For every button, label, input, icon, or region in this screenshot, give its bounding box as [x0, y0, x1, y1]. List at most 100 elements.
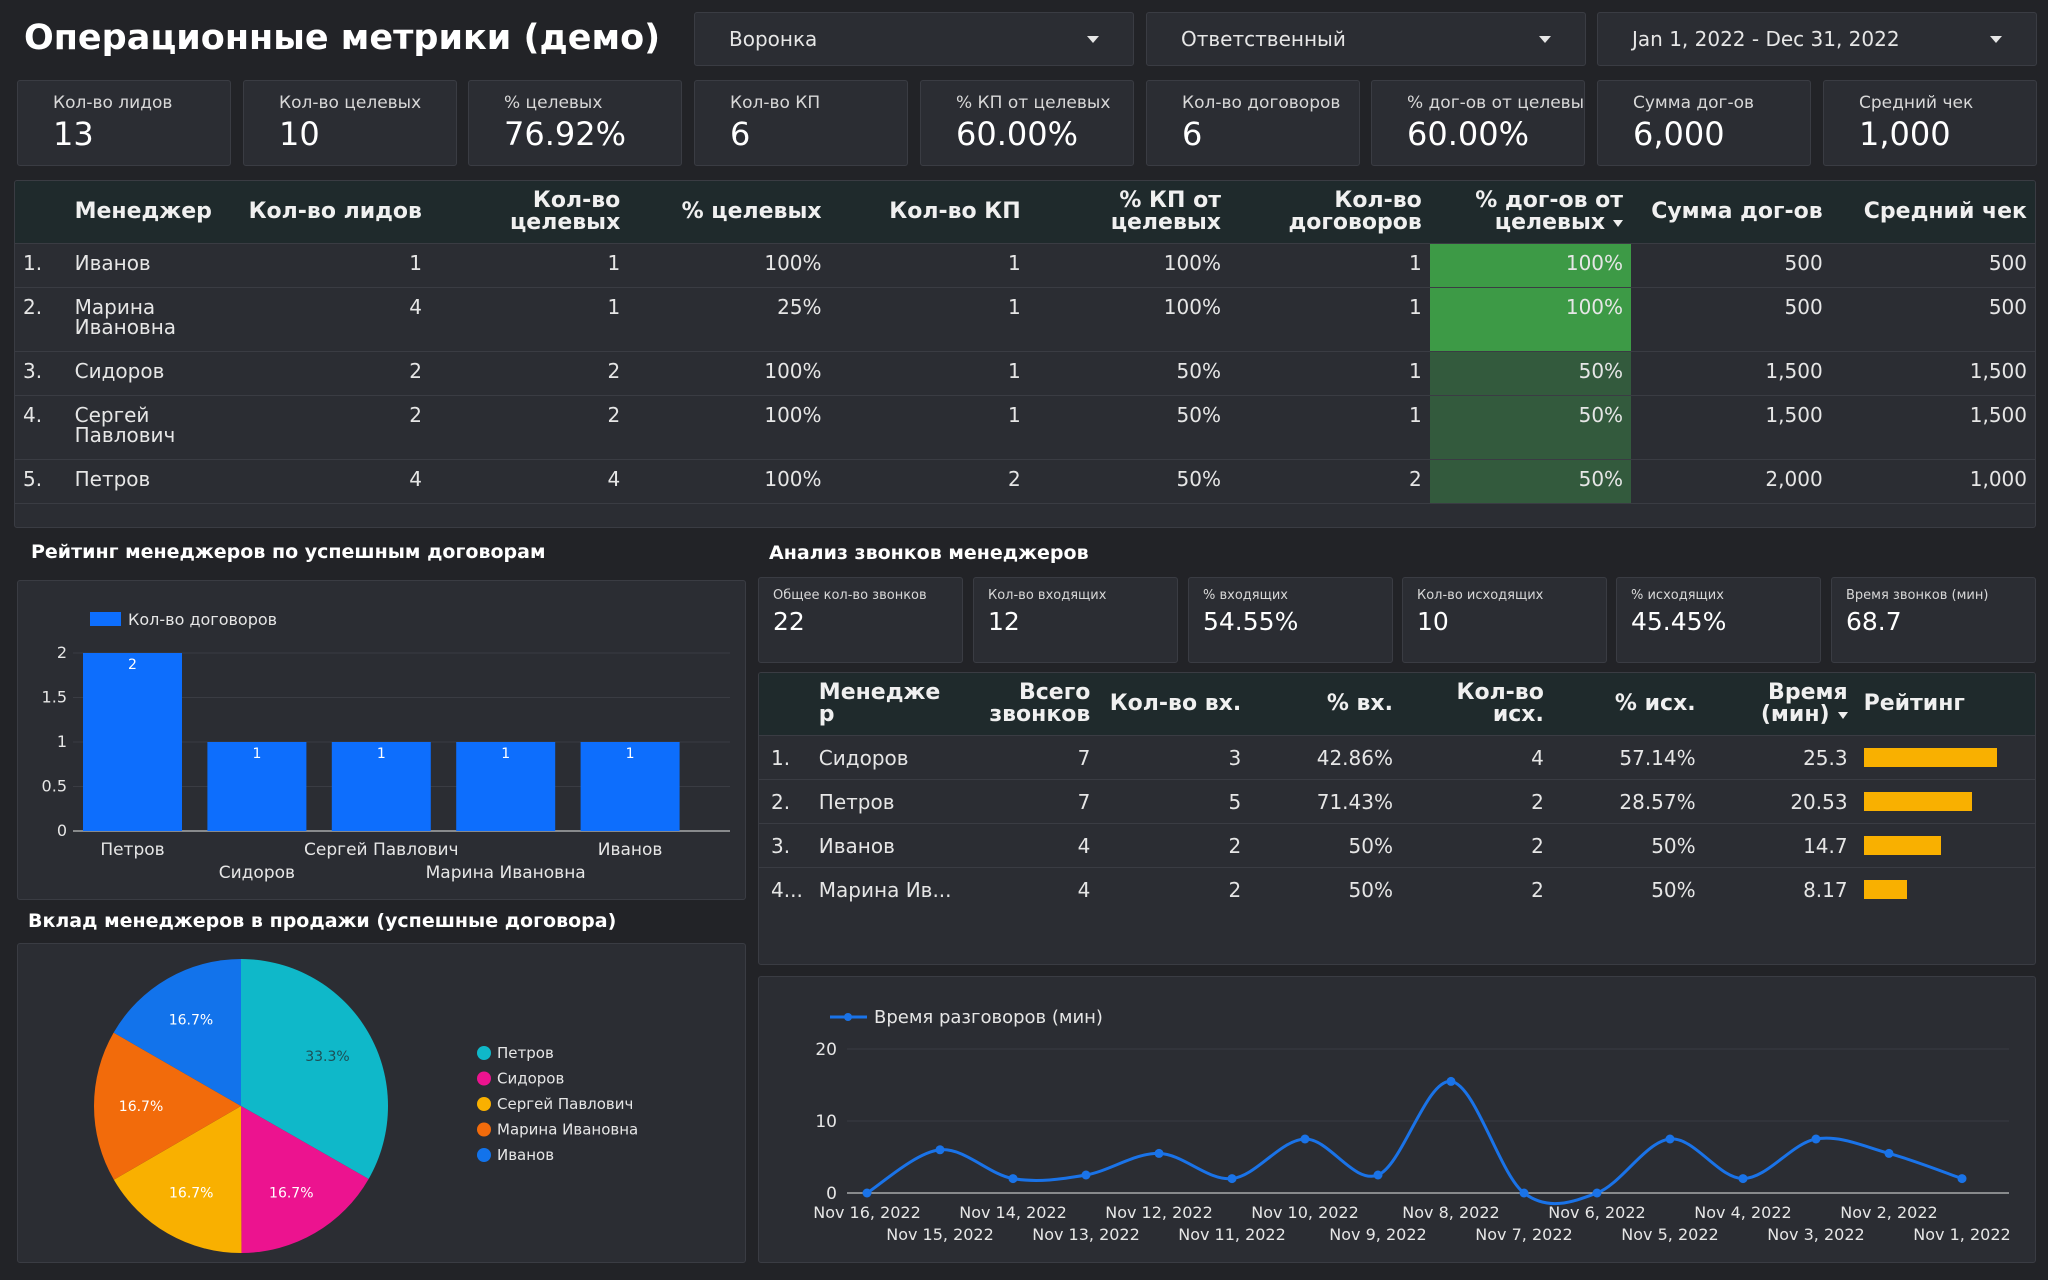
bar-data-label: 2	[128, 657, 137, 673]
pie-slice[interactable]	[113, 1106, 242, 1253]
data-point[interactable]	[1665, 1134, 1675, 1144]
rating-bar	[1863, 748, 1997, 767]
row-index: 1.	[759, 735, 811, 780]
calls-table-row[interactable]: 2. Петров 7 5 71.43% 2 28.57% 20.53	[759, 779, 2035, 824]
data-point[interactable]	[1081, 1170, 1091, 1180]
data-point[interactable]	[1738, 1174, 1748, 1184]
funnel-dropdown[interactable]: Воронка	[694, 12, 1134, 66]
calls-table-row[interactable]: 3. Иванов 4 2 50% 2 50% 14.7	[759, 823, 2035, 868]
call-kpi-value: 12	[988, 607, 1020, 636]
cell-out: 4	[1400, 735, 1552, 780]
cell-avg: 1,500	[1830, 351, 2035, 396]
manager-name: Иванов	[66, 243, 233, 288]
calls-table-row[interactable]: 4... Марина Ив... 4 2 50% 2 50% 8.17	[759, 867, 2035, 911]
cell-target-pct: 100%	[628, 459, 830, 504]
x-tick-label: Nov 4, 2022	[1694, 1203, 1791, 1222]
pie-slice[interactable]	[241, 959, 388, 1179]
cell-contracts-pct: 50%	[1429, 395, 1632, 460]
col-header-manager[interactable]: Менеджер	[74, 199, 212, 224]
row-index: 3.	[15, 351, 67, 396]
data-point[interactable]	[1300, 1134, 1310, 1144]
kpi-label: Кол-во целевых	[279, 93, 422, 113]
data-point[interactable]	[1519, 1188, 1529, 1198]
kpi-label: % дог-ов от целевых	[1407, 93, 1585, 113]
x-tick-label: Nov 1, 2022	[1913, 1225, 2010, 1244]
calls-col-total[interactable]: Всего звонков	[989, 680, 1091, 727]
kpi-value: 6,000	[1633, 115, 1725, 153]
responsible-dropdown[interactable]: Ответственный	[1146, 12, 1586, 66]
data-point[interactable]	[1884, 1148, 1894, 1158]
row-index: 2.	[759, 779, 811, 824]
page-title: Операционные метрики (демо)	[24, 18, 661, 58]
cell-out-pct: 50%	[1551, 823, 1704, 868]
table-row[interactable]: 4. Сергей Павлович 2 2 100% 1 50% 1 50% 1,500 1,50…	[15, 395, 2035, 460]
x-tick-label: Nov 12, 2022	[1105, 1203, 1213, 1222]
calls-col-in[interactable]: Кол-во вх.	[1109, 691, 1242, 716]
col-header-contracts-pct[interactable]: % дог-ов от целевых	[1430, 181, 1631, 244]
calls-col-out-pct[interactable]: % исх.	[1614, 691, 1696, 716]
col-header-avg[interactable]: Средний чек	[1863, 199, 2027, 224]
bar[interactable]	[456, 742, 556, 831]
kpi-value: 1,000	[1859, 115, 1951, 153]
x-tick-label: Nov 8, 2022	[1402, 1203, 1499, 1222]
bar[interactable]	[331, 742, 431, 831]
x-tick-label: Nov 13, 2022	[1032, 1225, 1140, 1244]
col-header-kp[interactable]: Кол-во КП	[889, 199, 1021, 224]
chevron-down-icon	[1087, 35, 1099, 43]
table-row[interactable]: 5. Петров 4 4 100% 2 50% 2 50% 2,000 1,000	[15, 459, 2035, 504]
y-tick-label: 0.5	[42, 777, 67, 796]
data-point[interactable]	[935, 1145, 945, 1155]
cell-total: 4	[959, 823, 1099, 868]
data-point[interactable]	[1811, 1134, 1821, 1144]
col-header-sum[interactable]: Сумма дог-ов	[1651, 199, 1823, 224]
col-header-target[interactable]: Кол-во целевых	[510, 188, 621, 235]
data-point[interactable]	[1154, 1148, 1164, 1158]
data-point[interactable]	[1008, 1174, 1018, 1184]
kpi-label: Кол-во лидов	[53, 93, 173, 113]
x-tick-label: Nov 7, 2022	[1475, 1225, 1572, 1244]
cell-leads: 4	[232, 287, 430, 352]
calls-col-in-pct[interactable]: % вх.	[1326, 691, 1393, 716]
date-range-picker[interactable]: Jan 1, 2022 - Dec 31, 2022	[1597, 12, 2037, 66]
calls-col-manager[interactable]: Менедже р	[818, 680, 941, 727]
data-point[interactable]	[1373, 1170, 1383, 1180]
kpi-value: 10	[279, 115, 320, 153]
manager-name: Сидоров	[66, 351, 233, 396]
data-point[interactable]	[1227, 1174, 1237, 1184]
bar-data-label: 1	[501, 746, 510, 762]
pie-slice[interactable]	[94, 1032, 241, 1180]
rating-bar	[1863, 880, 1907, 899]
table-row[interactable]: 2. Марина Ивановна 4 1 25% 1 100% 1 100% 500 500	[15, 287, 2035, 352]
row-index: 5.	[15, 459, 67, 504]
calls-table-row[interactable]: 1. Сидоров 7 3 42.86% 4 57.14% 25.3	[759, 735, 2035, 780]
rating-cell	[1855, 823, 2035, 868]
cell-kp: 1	[829, 351, 1029, 396]
data-point[interactable]	[1446, 1076, 1456, 1086]
cell-contracts: 1	[1228, 287, 1430, 352]
bar[interactable]	[580, 742, 680, 831]
pie-slice[interactable]	[113, 959, 241, 1106]
calls-col-out[interactable]: Кол-во исх.	[1456, 680, 1544, 727]
col-header-leads[interactable]: Кол-во лидов	[248, 199, 422, 224]
pie-slice[interactable]	[241, 1106, 369, 1253]
data-point[interactable]	[1592, 1188, 1602, 1198]
calls-col-time[interactable]: Время (мин)	[1704, 673, 1856, 736]
x-tick-label: Nov 10, 2022	[1251, 1203, 1359, 1222]
responsible-dropdown-label: Ответственный	[1181, 27, 1346, 51]
kpi-card: % дог-ов от целевых 60.00%	[1371, 80, 1585, 166]
bar[interactable]	[207, 742, 307, 831]
data-point[interactable]	[862, 1188, 872, 1198]
cell-kp: 2	[829, 459, 1029, 504]
rating-cell	[1855, 779, 2035, 824]
table-row[interactable]: 1. Иванов 1 1 100% 1 100% 1 100% 500 500	[15, 243, 2035, 288]
cell-sum: 500	[1631, 287, 1831, 352]
data-point[interactable]	[1957, 1174, 1967, 1184]
col-header-target-pct[interactable]: % целевых	[681, 199, 822, 224]
calls-col-rating[interactable]: Рейтинг	[1863, 691, 1965, 716]
pie-section-title: Вклад менеджеров в продажи (успешные дог…	[28, 910, 617, 932]
table-row[interactable]: 3. Сидоров 2 2 100% 1 50% 1 50% 1,500 1,500	[15, 351, 2035, 396]
bar[interactable]	[83, 653, 182, 831]
cell-avg: 1,000	[1830, 459, 2035, 504]
col-header-contracts[interactable]: Кол-во договоров	[1288, 188, 1422, 235]
col-header-kp-pct[interactable]: % КП от целевых	[1110, 188, 1221, 235]
